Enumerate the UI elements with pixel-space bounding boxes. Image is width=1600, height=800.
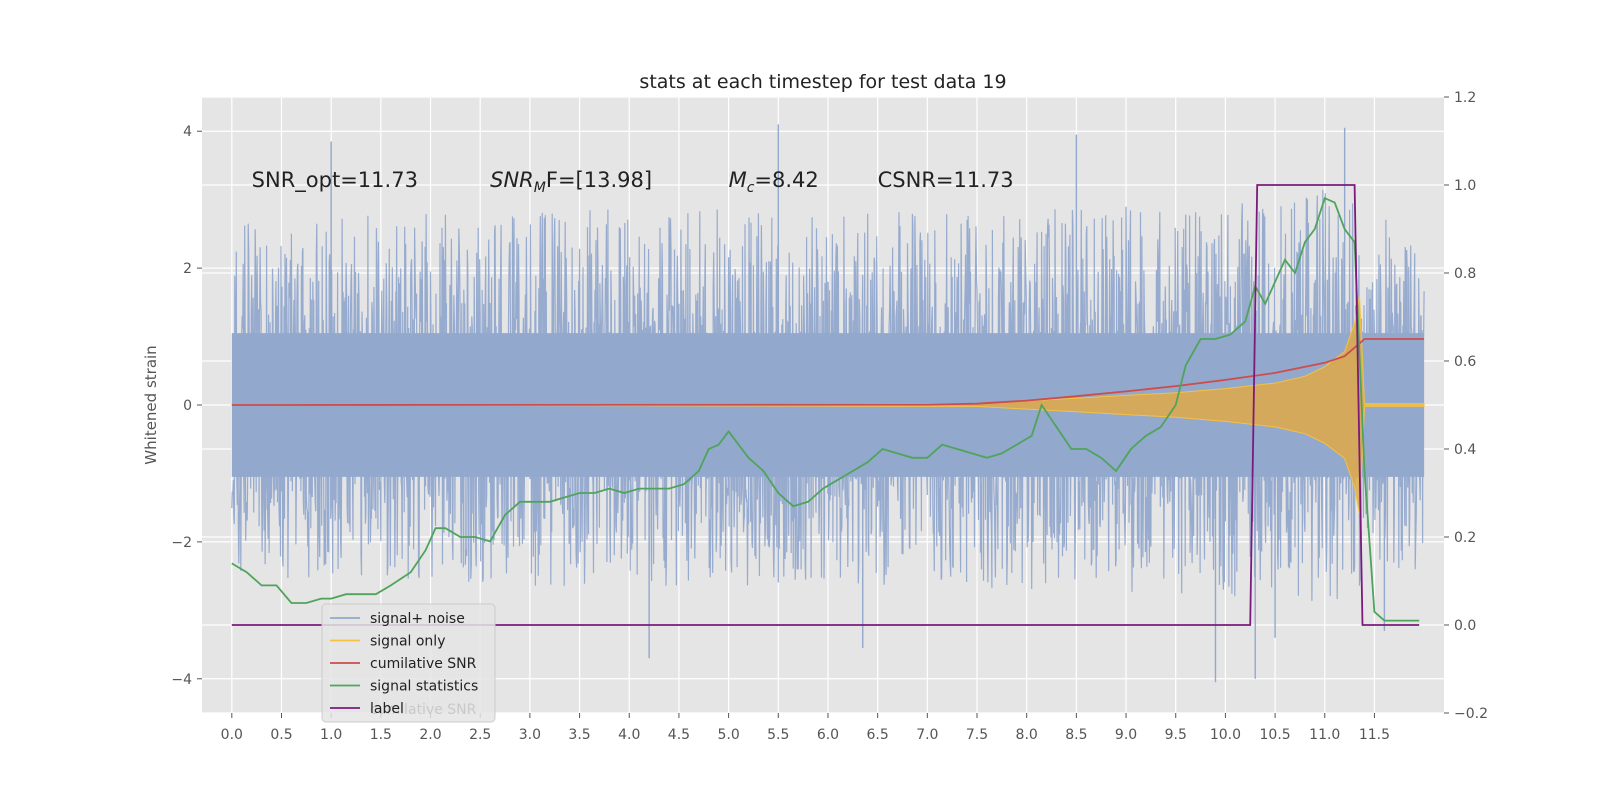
x-tick-label: 10.0 xyxy=(1210,727,1241,743)
annotation-suffix: F=[13.98] xyxy=(546,168,652,192)
y-right-tick-label: 0.4 xyxy=(1454,442,1476,458)
y-left-tick-label: 0 xyxy=(183,398,192,414)
x-tick-label: 3.5 xyxy=(568,727,590,743)
signal-statistics-line xyxy=(231,196,1420,622)
annotation-prefix: CSNR=11.73 xyxy=(878,168,1014,192)
legend-box xyxy=(321,603,496,723)
x-tick-label: 4.5 xyxy=(668,727,690,743)
x-tick-label: 0.0 xyxy=(221,727,243,743)
x-tick-label: 2.5 xyxy=(469,727,491,743)
x-tick-label: 5.5 xyxy=(767,727,789,743)
legend-label: signal+ noise xyxy=(370,611,465,627)
x-tick-label: 8.0 xyxy=(1016,727,1038,743)
annotation-prefix: M xyxy=(729,168,747,192)
x-tick-label: 10.5 xyxy=(1260,727,1291,743)
annotation-prefix: SNR_opt=11.73 xyxy=(252,168,418,193)
x-tick-label: 11.0 xyxy=(1309,727,1340,743)
annotation-suffix: =8.42 xyxy=(754,168,818,192)
annotation-prefix: SNR xyxy=(490,168,534,192)
x-tick-label: 1.5 xyxy=(370,727,392,743)
x-tick-label: 7.5 xyxy=(966,727,988,743)
legend-label: signal statistics xyxy=(370,679,478,695)
x-tick-label: 5.0 xyxy=(717,727,739,743)
annotation-text: Mc=8.42 xyxy=(729,168,819,196)
x-tick-label: 9.0 xyxy=(1115,727,1137,743)
label-line xyxy=(231,184,1420,626)
annotation-text: SNRMF=[13.98] xyxy=(490,168,652,196)
x-tick-label: 1.0 xyxy=(320,727,342,743)
y-right-tick-label: 0.8 xyxy=(1454,266,1476,282)
annotation-text: CSNR=11.73 xyxy=(878,168,1014,192)
annotation-subscript: M xyxy=(534,180,546,196)
legend-label: cumilative SNR xyxy=(370,656,477,672)
annotation-text: SNR_opt=11.73 xyxy=(252,168,418,193)
y-right-tick-label: 0.2 xyxy=(1454,530,1476,546)
chart-title: stats at each timestep for test data 19 xyxy=(639,71,1006,93)
legend-ghost-text: cumilative SNR xyxy=(370,702,477,718)
y-right-tick-label: 1.0 xyxy=(1454,178,1476,194)
y-axis-label: Whitened strain xyxy=(142,345,160,464)
x-tick-label: 2.0 xyxy=(419,727,441,743)
x-tick-label: 6.0 xyxy=(817,727,839,743)
legend: cumilative SNR signal+ noise signal only cu… xyxy=(321,603,496,723)
x-tick-label: 6.5 xyxy=(867,727,889,743)
y-left-tick-label: 4 xyxy=(183,124,192,140)
annotations: SNR_opt=11.73 SNRMF=[13.98] Mc=8.42 CSNR=11… xyxy=(252,168,1014,196)
line-series xyxy=(231,184,1425,626)
x-tick-label: 7.0 xyxy=(916,727,938,743)
x-tick-label: 0.5 xyxy=(270,727,292,743)
y-right-tick-label: −0.2 xyxy=(1454,706,1488,722)
y-left-tick-label: −4 xyxy=(171,672,192,688)
y-right-tick-label: 1.2 xyxy=(1454,90,1476,106)
x-tick-label: 4.0 xyxy=(618,727,640,743)
x-tick-label: 9.5 xyxy=(1165,727,1187,743)
x-tick-label: 11.5 xyxy=(1359,727,1390,743)
x-tick-label: 3.0 xyxy=(519,727,541,743)
annotation-subscript: c xyxy=(747,180,755,196)
x-tick-label: 8.5 xyxy=(1065,727,1087,743)
y-left-tick-label: −2 xyxy=(171,535,192,551)
y-right-tick-label: 0.0 xyxy=(1454,618,1476,634)
y-right-tick-label: 0.6 xyxy=(1454,354,1476,370)
legend-label: signal only xyxy=(370,634,445,650)
ticks: 0.0 0.5 1.0 1.5 2.0 2.5 3.0 3.5 4.0 4.5 5.0 5.5 6.0 6… xyxy=(171,90,1488,743)
legend-label: label xyxy=(370,701,404,717)
y-left-tick-label: 2 xyxy=(183,261,192,277)
